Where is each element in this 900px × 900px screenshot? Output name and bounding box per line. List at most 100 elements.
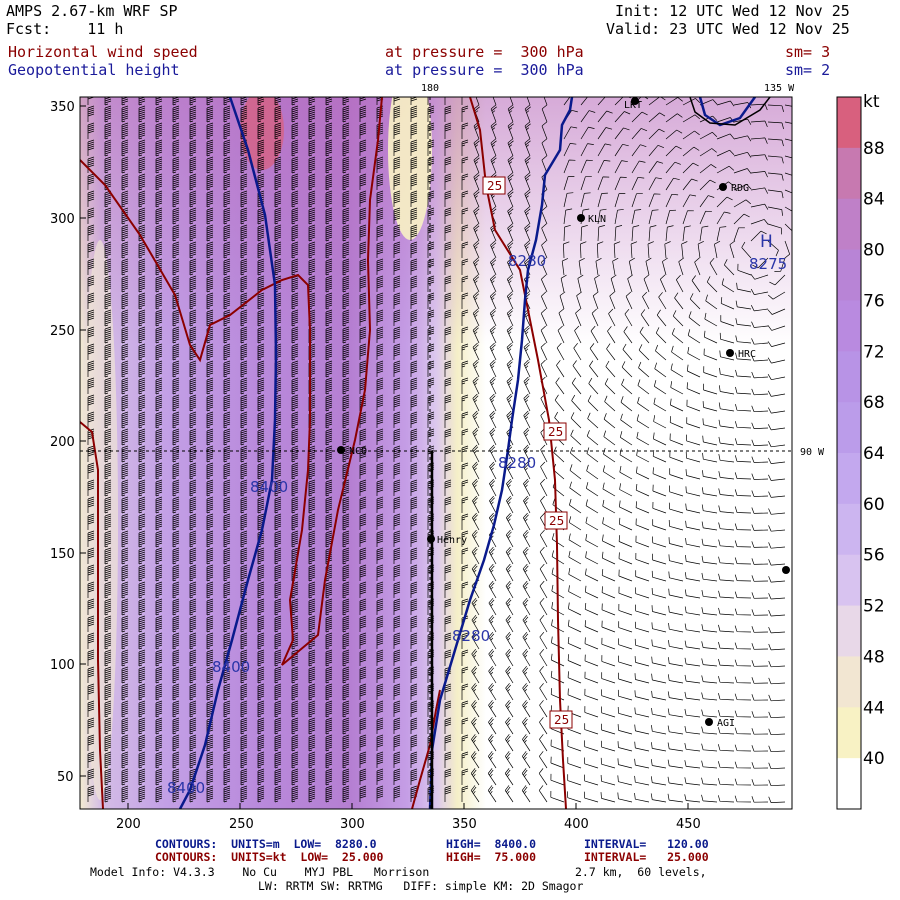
wind-barb <box>189 751 197 769</box>
wind-barb <box>172 564 180 582</box>
wind-barb <box>342 734 350 752</box>
wind-barb <box>473 189 480 208</box>
wind-barb <box>684 726 701 735</box>
wind-barb <box>87 785 95 802</box>
wind-barb <box>155 598 163 616</box>
wind-barb <box>138 241 146 259</box>
wind-barb <box>138 462 146 480</box>
y-tick-label: 250 <box>50 324 75 339</box>
wind-barb <box>155 530 163 548</box>
colorbar-label: 64 <box>863 444 885 464</box>
wind-barb <box>702 401 718 412</box>
wind-barb <box>155 377 163 395</box>
wind-barb <box>342 207 350 225</box>
wind-barb <box>155 275 163 293</box>
wind-barb <box>767 189 784 199</box>
wind-barb <box>701 487 718 497</box>
wind-barb <box>155 768 163 786</box>
wind-barb <box>189 530 197 548</box>
wind-barb <box>774 257 786 272</box>
wind-barb <box>172 649 180 667</box>
wind-barb <box>359 615 367 632</box>
wind-barb <box>585 551 599 565</box>
wind-barb <box>685 503 701 514</box>
wind-barb <box>523 342 531 361</box>
wind-barb <box>617 758 633 769</box>
wind-barb <box>410 734 418 751</box>
wind-barb <box>750 230 767 242</box>
wind-barb <box>651 656 667 667</box>
wind-barb <box>325 615 333 633</box>
wind-barb <box>308 139 316 157</box>
wind-barb <box>523 461 531 480</box>
wind-barb <box>291 326 299 344</box>
wind-barb <box>750 187 769 194</box>
wind-barb <box>427 258 435 275</box>
wind-barb <box>376 241 384 258</box>
wind-barb <box>610 274 617 293</box>
wind-barb <box>563 208 573 225</box>
wind-barb <box>752 257 769 269</box>
wind-barb <box>597 160 611 174</box>
wind-barb <box>684 777 701 786</box>
wind-barb <box>240 768 248 786</box>
wind-barb <box>461 343 469 360</box>
wind-barb <box>665 145 682 157</box>
wind-barb <box>706 276 718 293</box>
wind-barb <box>718 556 735 565</box>
wind-barb <box>734 744 752 752</box>
wind-barb <box>257 122 265 140</box>
wind-barb <box>489 274 497 293</box>
wind-barb <box>735 404 752 412</box>
wind-barb <box>684 657 701 667</box>
wind-barb <box>751 422 769 429</box>
wind-barb <box>257 326 265 344</box>
wind-barb <box>751 626 769 633</box>
wind-barb <box>637 396 650 412</box>
wind-barb <box>325 717 333 735</box>
wind-barb <box>524 172 531 191</box>
wind-barb <box>718 385 735 395</box>
wind-barb <box>104 615 112 633</box>
wind-barb <box>223 564 231 582</box>
wind-barb <box>121 564 129 582</box>
colorbar-label: 76 <box>863 291 885 311</box>
wind-barb <box>767 291 786 300</box>
wind-barb <box>444 700 452 717</box>
wind-barb <box>659 274 667 293</box>
wind-barb <box>614 176 627 191</box>
wind-barb <box>240 343 248 361</box>
wind-barb <box>291 292 299 310</box>
wind-barb <box>376 97 384 105</box>
wind-barb <box>597 127 613 140</box>
wind-barb <box>257 649 265 667</box>
wind-barb <box>257 547 265 565</box>
wind-barb <box>206 258 214 276</box>
wind-barb <box>325 666 333 684</box>
wind-barb <box>87 105 95 122</box>
wind-barb <box>504 768 514 786</box>
wind-barb <box>376 479 384 496</box>
wind-barb <box>651 707 667 718</box>
wind-barb <box>393 479 401 496</box>
wind-barb <box>172 309 180 327</box>
wind-barb <box>172 326 180 344</box>
wind-barb <box>461 326 469 343</box>
wind-barb <box>189 360 197 378</box>
wind-barb <box>138 207 146 225</box>
wind-barb <box>240 513 248 531</box>
wind-barb <box>189 513 197 531</box>
wind-barb <box>461 173 469 190</box>
wind-barb <box>768 694 786 702</box>
wind-barb <box>691 275 701 293</box>
wind-barb <box>138 275 146 293</box>
wind-barb <box>104 649 112 667</box>
wind-barb <box>274 258 282 276</box>
wind-barb <box>410 360 418 377</box>
wind-barb <box>172 105 180 123</box>
wind-barb <box>655 327 667 344</box>
wind-barb <box>667 793 684 803</box>
wind-barb <box>589 360 599 378</box>
wind-barb <box>240 156 248 174</box>
